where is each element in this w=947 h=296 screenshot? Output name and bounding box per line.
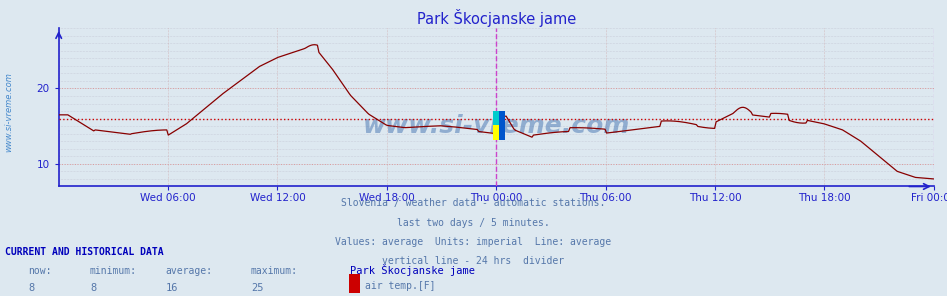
Text: average:: average: xyxy=(166,266,213,276)
Text: CURRENT AND HISTORICAL DATA: CURRENT AND HISTORICAL DATA xyxy=(5,247,164,257)
Text: Slovenia / weather data - automatic stations.: Slovenia / weather data - automatic stat… xyxy=(341,198,606,208)
Text: now:: now: xyxy=(28,266,52,276)
Text: maximum:: maximum: xyxy=(251,266,298,276)
Title: Park Škocjanske jame: Park Škocjanske jame xyxy=(417,9,576,27)
Text: 16: 16 xyxy=(166,283,178,293)
Text: www.si-vreme.com: www.si-vreme.com xyxy=(363,114,630,138)
Text: air temp.[F]: air temp.[F] xyxy=(365,281,435,291)
Text: 25: 25 xyxy=(251,283,263,293)
Text: Park Škocjanske jame: Park Škocjanske jame xyxy=(350,264,475,276)
Bar xyxy=(492,111,499,126)
Text: www.si-vreme.com: www.si-vreme.com xyxy=(4,73,13,152)
Text: 8: 8 xyxy=(28,283,35,293)
Text: vertical line - 24 hrs  divider: vertical line - 24 hrs divider xyxy=(383,256,564,266)
Text: minimum:: minimum: xyxy=(90,266,137,276)
Text: 8: 8 xyxy=(90,283,97,293)
Text: Values: average  Units: imperial  Line: average: Values: average Units: imperial Line: av… xyxy=(335,237,612,247)
Text: last two days / 5 minutes.: last two days / 5 minutes. xyxy=(397,218,550,228)
Bar xyxy=(492,111,499,140)
Bar xyxy=(499,111,506,140)
